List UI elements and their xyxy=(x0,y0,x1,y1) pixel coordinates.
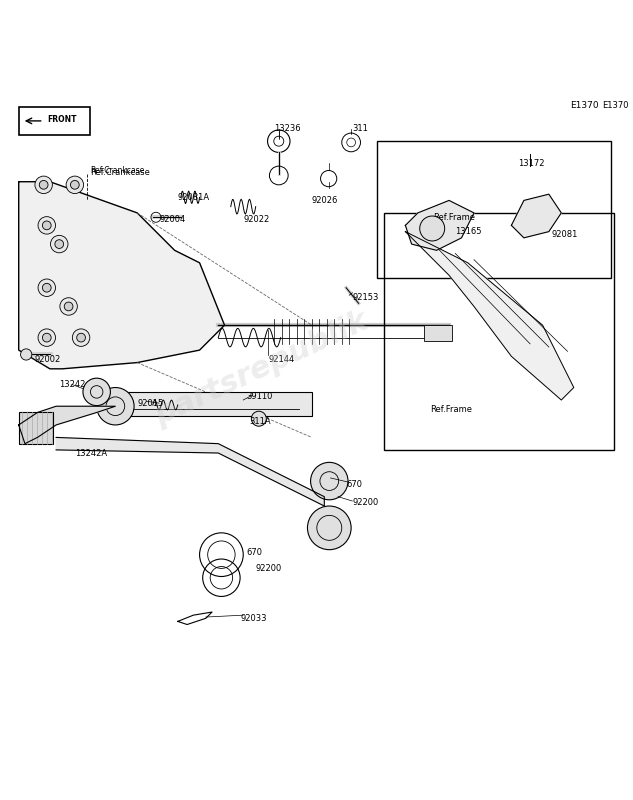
Text: 92081: 92081 xyxy=(552,230,579,239)
Text: 92081A: 92081A xyxy=(178,193,210,202)
Text: 311A: 311A xyxy=(249,418,271,426)
Circle shape xyxy=(72,329,90,346)
Circle shape xyxy=(64,302,73,311)
Bar xyxy=(19,413,53,444)
Text: 92026: 92026 xyxy=(312,196,338,205)
Circle shape xyxy=(77,334,85,342)
Bar xyxy=(125,392,312,415)
Text: 92002: 92002 xyxy=(34,355,61,364)
Text: 92200: 92200 xyxy=(256,564,282,573)
Bar xyxy=(384,213,614,450)
Text: 92144: 92144 xyxy=(268,355,294,364)
Circle shape xyxy=(60,298,77,315)
Polygon shape xyxy=(19,406,115,444)
Circle shape xyxy=(420,216,444,241)
Bar xyxy=(424,325,452,341)
Circle shape xyxy=(38,217,56,234)
Text: 92200: 92200 xyxy=(353,498,379,507)
Polygon shape xyxy=(405,201,474,250)
Polygon shape xyxy=(405,232,573,400)
Circle shape xyxy=(66,176,84,194)
Text: Ref.Crankcase: Ref.Crankcase xyxy=(91,168,150,177)
Polygon shape xyxy=(56,438,324,506)
Text: 13172: 13172 xyxy=(518,158,544,167)
Text: 13165: 13165 xyxy=(455,227,482,236)
Text: 670: 670 xyxy=(246,548,262,558)
Circle shape xyxy=(42,221,51,230)
Text: 670: 670 xyxy=(346,480,362,489)
Text: 311: 311 xyxy=(353,124,368,134)
Text: E1370: E1370 xyxy=(602,101,629,110)
Circle shape xyxy=(38,279,56,297)
Text: 92015: 92015 xyxy=(137,398,163,408)
Circle shape xyxy=(70,181,79,189)
Circle shape xyxy=(55,240,63,249)
Text: 13242A: 13242A xyxy=(75,449,107,458)
Text: Ref.Crankcase: Ref.Crankcase xyxy=(91,166,145,175)
Text: Ref.Frame: Ref.Frame xyxy=(430,405,472,414)
Text: 92004: 92004 xyxy=(159,214,185,224)
Circle shape xyxy=(38,329,56,346)
Text: 13236: 13236 xyxy=(275,124,301,134)
Circle shape xyxy=(83,378,110,406)
Circle shape xyxy=(21,349,32,360)
Text: 92022: 92022 xyxy=(243,214,270,224)
Text: 92033: 92033 xyxy=(240,614,266,622)
Bar xyxy=(377,141,611,278)
Text: Ref.Frame: Ref.Frame xyxy=(434,214,475,222)
Circle shape xyxy=(42,283,51,292)
Text: FRONT: FRONT xyxy=(47,115,76,124)
Circle shape xyxy=(42,334,51,342)
Polygon shape xyxy=(511,194,561,238)
Circle shape xyxy=(51,235,68,253)
Text: partsrepublik: partsrepublik xyxy=(151,306,373,431)
Bar xyxy=(19,107,91,135)
Circle shape xyxy=(311,462,348,500)
Circle shape xyxy=(39,181,48,189)
Circle shape xyxy=(251,411,266,426)
Text: 13242: 13242 xyxy=(60,380,85,389)
Text: 39110: 39110 xyxy=(246,392,273,402)
Polygon shape xyxy=(19,182,225,369)
Circle shape xyxy=(35,176,53,194)
Circle shape xyxy=(308,506,351,550)
Circle shape xyxy=(97,387,134,425)
Text: E1370: E1370 xyxy=(570,101,599,110)
Text: 92153: 92153 xyxy=(353,293,379,302)
